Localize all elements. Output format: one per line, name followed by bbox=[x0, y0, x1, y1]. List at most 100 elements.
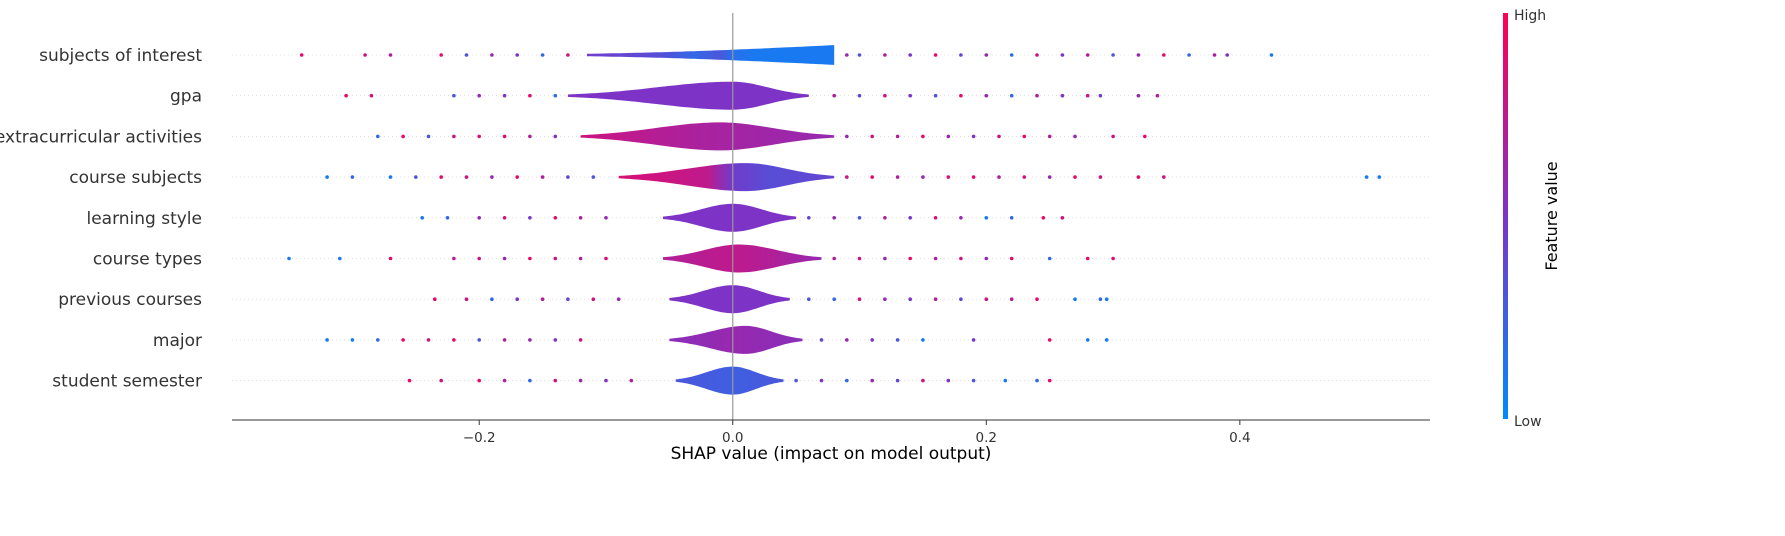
data-point bbox=[1136, 53, 1141, 57]
data-point bbox=[946, 378, 951, 383]
data-point bbox=[604, 378, 608, 383]
data-point bbox=[1111, 53, 1115, 57]
data-point bbox=[946, 134, 951, 139]
data-point bbox=[502, 256, 507, 261]
data-point bbox=[604, 256, 608, 261]
data-point bbox=[1047, 256, 1052, 261]
data-point bbox=[1143, 134, 1147, 139]
data-point bbox=[528, 93, 532, 98]
data-point bbox=[325, 175, 329, 179]
violin-4 bbox=[663, 203, 797, 232]
data-point bbox=[933, 53, 938, 57]
data-point bbox=[591, 175, 596, 179]
data-point bbox=[997, 175, 1001, 179]
data-point bbox=[477, 338, 482, 342]
data-point bbox=[363, 53, 367, 57]
data-point bbox=[883, 297, 887, 302]
data-point bbox=[1111, 134, 1115, 139]
data-point bbox=[895, 175, 900, 179]
data-point bbox=[502, 134, 507, 139]
data-point bbox=[1377, 175, 1382, 179]
data-point bbox=[369, 93, 374, 98]
x-axis-ticks: −0.2 0.0 0.2 0.4 bbox=[463, 420, 1251, 446]
data-point bbox=[946, 175, 951, 179]
data-point bbox=[819, 338, 824, 342]
data-point bbox=[1022, 134, 1027, 139]
data-point bbox=[553, 216, 558, 220]
data-point bbox=[578, 338, 583, 342]
feature-label: extracurricular activities bbox=[0, 127, 202, 147]
data-point bbox=[807, 216, 811, 220]
data-point bbox=[971, 338, 976, 342]
data-point bbox=[1155, 93, 1160, 98]
data-point bbox=[553, 134, 558, 139]
data-point bbox=[553, 338, 558, 342]
data-point bbox=[426, 338, 431, 342]
data-point bbox=[908, 93, 912, 98]
x-tick-label: 0.0 bbox=[722, 430, 743, 446]
data-point bbox=[1022, 175, 1027, 179]
data-point bbox=[1035, 53, 1039, 57]
data-point bbox=[578, 378, 583, 383]
data-point bbox=[1009, 256, 1014, 261]
data-point bbox=[540, 175, 545, 179]
violin-8 bbox=[675, 366, 784, 395]
data-point bbox=[984, 53, 989, 57]
data-point bbox=[528, 378, 532, 383]
data-point bbox=[338, 256, 342, 261]
data-point bbox=[1035, 378, 1039, 383]
data-point bbox=[845, 338, 849, 342]
data-point bbox=[807, 297, 811, 302]
data-point bbox=[1060, 93, 1065, 98]
data-point bbox=[857, 256, 862, 261]
colorbar-title: Feature value bbox=[1542, 161, 1561, 270]
data-point bbox=[857, 53, 862, 57]
data-point bbox=[528, 256, 532, 261]
data-point bbox=[1162, 53, 1166, 57]
violin-0 bbox=[587, 45, 835, 65]
colorbar-low-label: Low bbox=[1514, 414, 1542, 430]
data-point bbox=[401, 338, 405, 342]
data-point bbox=[895, 378, 900, 383]
data-point bbox=[350, 338, 355, 342]
data-point bbox=[464, 297, 469, 302]
data-point bbox=[984, 93, 989, 98]
data-point bbox=[566, 53, 570, 57]
data-point bbox=[1085, 338, 1090, 342]
x-tick-label: 0.4 bbox=[1229, 430, 1250, 446]
violin-6 bbox=[669, 285, 790, 314]
data-point bbox=[1104, 297, 1109, 302]
data-point bbox=[299, 53, 304, 57]
data-point bbox=[845, 175, 849, 179]
data-point bbox=[908, 53, 912, 57]
data-point bbox=[794, 378, 798, 383]
data-point bbox=[376, 338, 380, 342]
data-point bbox=[401, 134, 405, 139]
data-point bbox=[616, 297, 621, 302]
data-point bbox=[420, 216, 425, 220]
data-point bbox=[502, 216, 507, 220]
data-point bbox=[553, 378, 558, 383]
data-point bbox=[1047, 175, 1052, 179]
data-point bbox=[528, 338, 532, 342]
data-point bbox=[933, 93, 938, 98]
feature-label: course types bbox=[93, 250, 202, 270]
data-point bbox=[464, 175, 469, 179]
data-point bbox=[1104, 338, 1109, 342]
data-point bbox=[933, 216, 938, 220]
data-point bbox=[870, 378, 874, 383]
data-point bbox=[832, 93, 836, 98]
data-point bbox=[439, 53, 444, 57]
data-point bbox=[477, 378, 482, 383]
data-point bbox=[325, 338, 329, 342]
data-point bbox=[452, 338, 456, 342]
data-point bbox=[591, 297, 596, 302]
data-point bbox=[845, 134, 849, 139]
data-point bbox=[984, 256, 989, 261]
data-point bbox=[895, 338, 900, 342]
data-point bbox=[452, 256, 456, 261]
violin-7 bbox=[669, 325, 803, 354]
data-point bbox=[515, 175, 519, 179]
data-point bbox=[566, 297, 570, 302]
x-tick-label: −0.2 bbox=[463, 430, 496, 446]
